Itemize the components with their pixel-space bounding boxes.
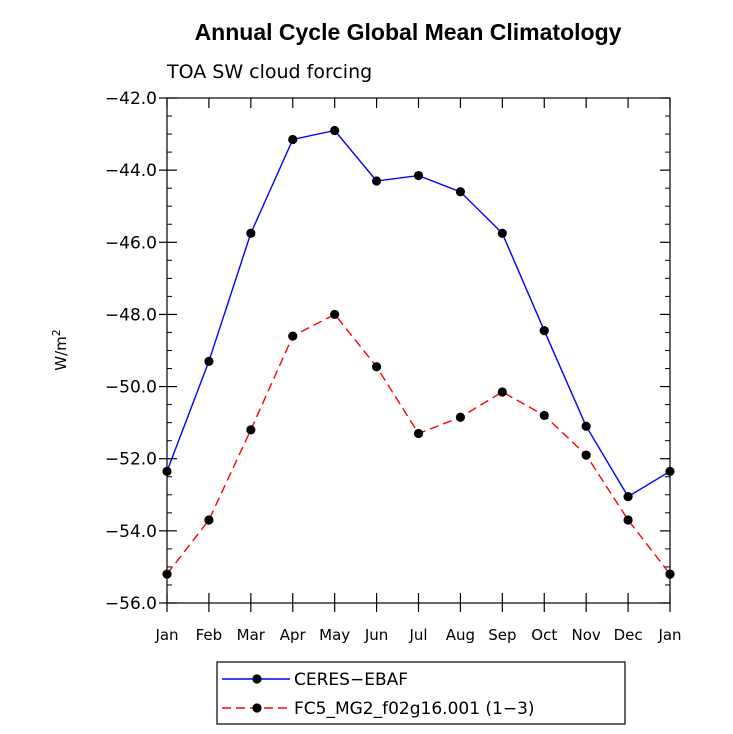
data-point [162, 569, 172, 579]
x-tick-label: Jan [657, 626, 681, 644]
series-line [166, 313, 671, 575]
x-tick-label: Nov [572, 626, 601, 644]
y-axis-label: W/m2 [50, 329, 71, 371]
data-point [288, 134, 298, 145]
x-tick-label: Mar [237, 626, 266, 644]
y-tick-label: −54.0 [105, 522, 157, 542]
x-tick-label: Jul [408, 626, 427, 644]
data-point [623, 491, 633, 502]
x-tick-label: Sep [488, 626, 516, 644]
y-tick-label: −42.0 [105, 89, 157, 109]
data-point [413, 428, 424, 439]
data-point [204, 515, 214, 525]
data-point [288, 331, 298, 341]
data-point [371, 176, 382, 186]
data-point [581, 450, 591, 460]
legend-label: FC5_MG2_f02g16.001 (1−3) [294, 699, 535, 719]
y-axis-label-text: W/m [52, 336, 70, 371]
y-tick-label: −46.0 [105, 233, 157, 253]
chart-title: Annual Cycle Global Mean Climatology [195, 19, 622, 45]
series-2 [162, 309, 675, 579]
data-point [497, 387, 507, 397]
x-tick-label: Apr [280, 626, 307, 644]
legend-item: FC5_MG2_f02g16.001 (1−3) [222, 699, 535, 719]
series-1 [162, 125, 675, 502]
data-point [623, 515, 633, 525]
data-point [455, 187, 466, 197]
legend-marker [252, 703, 262, 713]
data-point [204, 356, 214, 366]
x-tick-label: May [319, 626, 350, 644]
y-tick-label: −52.0 [105, 450, 157, 470]
y-tick-label: −50.0 [105, 378, 157, 398]
legend-marker [252, 674, 262, 684]
data-point [162, 466, 172, 476]
data-point [330, 125, 340, 136]
x-tick-label: Aug [446, 626, 475, 644]
legend-item: CERES−EBAF [222, 670, 408, 690]
data-point [497, 228, 507, 238]
data-point [539, 410, 549, 421]
chart-subtitle: TOA SW cloud forcing [166, 61, 372, 83]
x-tick-label: Oct [531, 626, 557, 644]
axes: −56.0 −54.0 −52.0 −50.0 −48.0 −46.0 −44.0 −42.0… [105, 89, 682, 644]
x-tick-label: Jun [364, 626, 388, 644]
data-point [665, 569, 675, 579]
x-tick-label: Dec [614, 626, 643, 644]
series-line [166, 129, 671, 498]
data-point [581, 421, 591, 431]
series-layer [162, 125, 675, 579]
x-tick-label: Feb [196, 626, 223, 644]
data-point [371, 362, 382, 372]
legend-label: CERES−EBAF [294, 670, 408, 690]
data-point [455, 412, 466, 422]
y-axis-label-superscript: 2 [50, 329, 63, 336]
legend: CERES−EBAF FC5_MG2_f02g16.001 (1−3) [216, 661, 626, 725]
data-point [246, 425, 256, 435]
data-point [539, 326, 549, 336]
y-tick-label: −44.0 [105, 161, 157, 181]
data-point [665, 466, 675, 476]
y-tick-label: −48.0 [105, 305, 157, 325]
data-point [330, 309, 340, 320]
data-point [246, 228, 256, 238]
y-tick-label: −56.0 [105, 594, 157, 614]
x-tick-label: Jan [154, 626, 178, 644]
data-point [413, 170, 424, 181]
legend-box [216, 661, 626, 725]
